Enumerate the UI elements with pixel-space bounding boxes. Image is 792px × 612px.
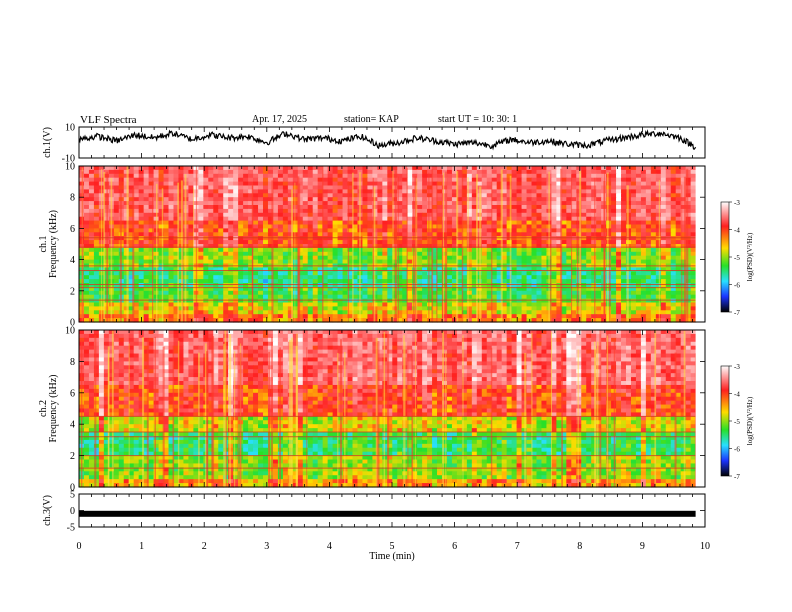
- cbar1-label: log(PSD)(V²/Hz): [746, 232, 754, 281]
- spec2-tick-label: 0: [70, 483, 75, 494]
- cbar1-tick-label: -7: [734, 309, 740, 317]
- spec1-tick-label: 2: [70, 286, 75, 297]
- ch3-waveform-line: [79, 510, 696, 517]
- x-tick-label: 9: [640, 541, 645, 552]
- x-tick-label: 4: [327, 541, 332, 552]
- cbar2-tick-label: -7: [734, 473, 740, 481]
- cbar2-tick-label: -5: [734, 418, 740, 426]
- cbar2-tick-label: -6: [734, 446, 740, 454]
- spec2-tick-label: 10: [65, 326, 75, 337]
- cbar1-tick-label: -5: [734, 254, 740, 262]
- cbar1-scale: [720, 201, 730, 313]
- cbar2-label: log(PSD)(V²/Hz): [746, 396, 754, 445]
- spec1-tick-label: 4: [70, 255, 75, 266]
- ch1-spectrogram: [79, 166, 705, 323]
- cbar2-tick-label: -4: [734, 391, 740, 399]
- x-tick-label: 2: [202, 541, 207, 552]
- x-tick-label: 10: [700, 541, 710, 552]
- ch2-spectrogram: [79, 330, 705, 488]
- cbar2-scale: [720, 365, 730, 477]
- start-ut-label: start UT = 10: 30: 1: [438, 114, 517, 125]
- cbar1-tick-label: -6: [734, 282, 740, 290]
- ch1-ylabel: ch.1(V): [42, 127, 53, 158]
- x-tick-label: 1: [139, 541, 144, 552]
- x-tick-label: 7: [515, 541, 520, 552]
- colorbars: -3 -4 -5 -6 -7 log(PSD)(V²/Hz) -3 -4 -5 -6 -7 log(P…: [720, 199, 754, 481]
- x-tick-label: 6: [452, 541, 457, 552]
- spec1-ylabel: Frequency (kHz): [48, 210, 59, 278]
- spec1-tick-label: 8: [70, 193, 75, 204]
- ch3-tick-label: -5: [67, 523, 75, 534]
- spec2-tick-label: 2: [70, 451, 75, 462]
- ch3-ylabel: ch.3(V): [42, 495, 53, 526]
- spec1-tick-label: 0: [70, 318, 75, 329]
- x-tick-label: 5: [390, 541, 395, 552]
- cbar1-tick-label: -3: [734, 199, 740, 207]
- cbar2-tick-label: -3: [734, 363, 740, 371]
- x-axis-title: Time (min): [369, 551, 414, 562]
- spec1-tick-label: 10: [65, 162, 75, 173]
- spec2-tick-label: 8: [70, 357, 75, 368]
- station-label: station= KAP: [344, 114, 399, 125]
- x-tick-label: 0: [77, 541, 82, 552]
- ch1-waveform-line: [78, 129, 697, 151]
- cbar1-tick-label: -4: [734, 227, 740, 235]
- spec2-ylabel: Frequency (kHz): [48, 374, 59, 442]
- spec2-tick-label: 4: [70, 420, 75, 431]
- spec1-ylabel: ch.1: [38, 236, 49, 253]
- spec1-tick-label: 6: [70, 224, 75, 235]
- ch1-tick-label: -10: [62, 154, 75, 165]
- ch3-tick-label: 0: [70, 506, 75, 517]
- waveform-layer: [78, 129, 697, 517]
- ch3-tick-label: 5: [70, 490, 75, 501]
- spec2-ylabel: ch.2: [38, 400, 49, 417]
- spec2-tick-label: 6: [70, 388, 75, 399]
- date-label: Apr. 17, 2025: [252, 114, 307, 125]
- x-tick-label: 8: [577, 541, 582, 552]
- ch1-tick-label: 10: [65, 123, 75, 134]
- x-tick-label: 3: [264, 541, 269, 552]
- figure-title: VLF Spectra: [80, 114, 137, 126]
